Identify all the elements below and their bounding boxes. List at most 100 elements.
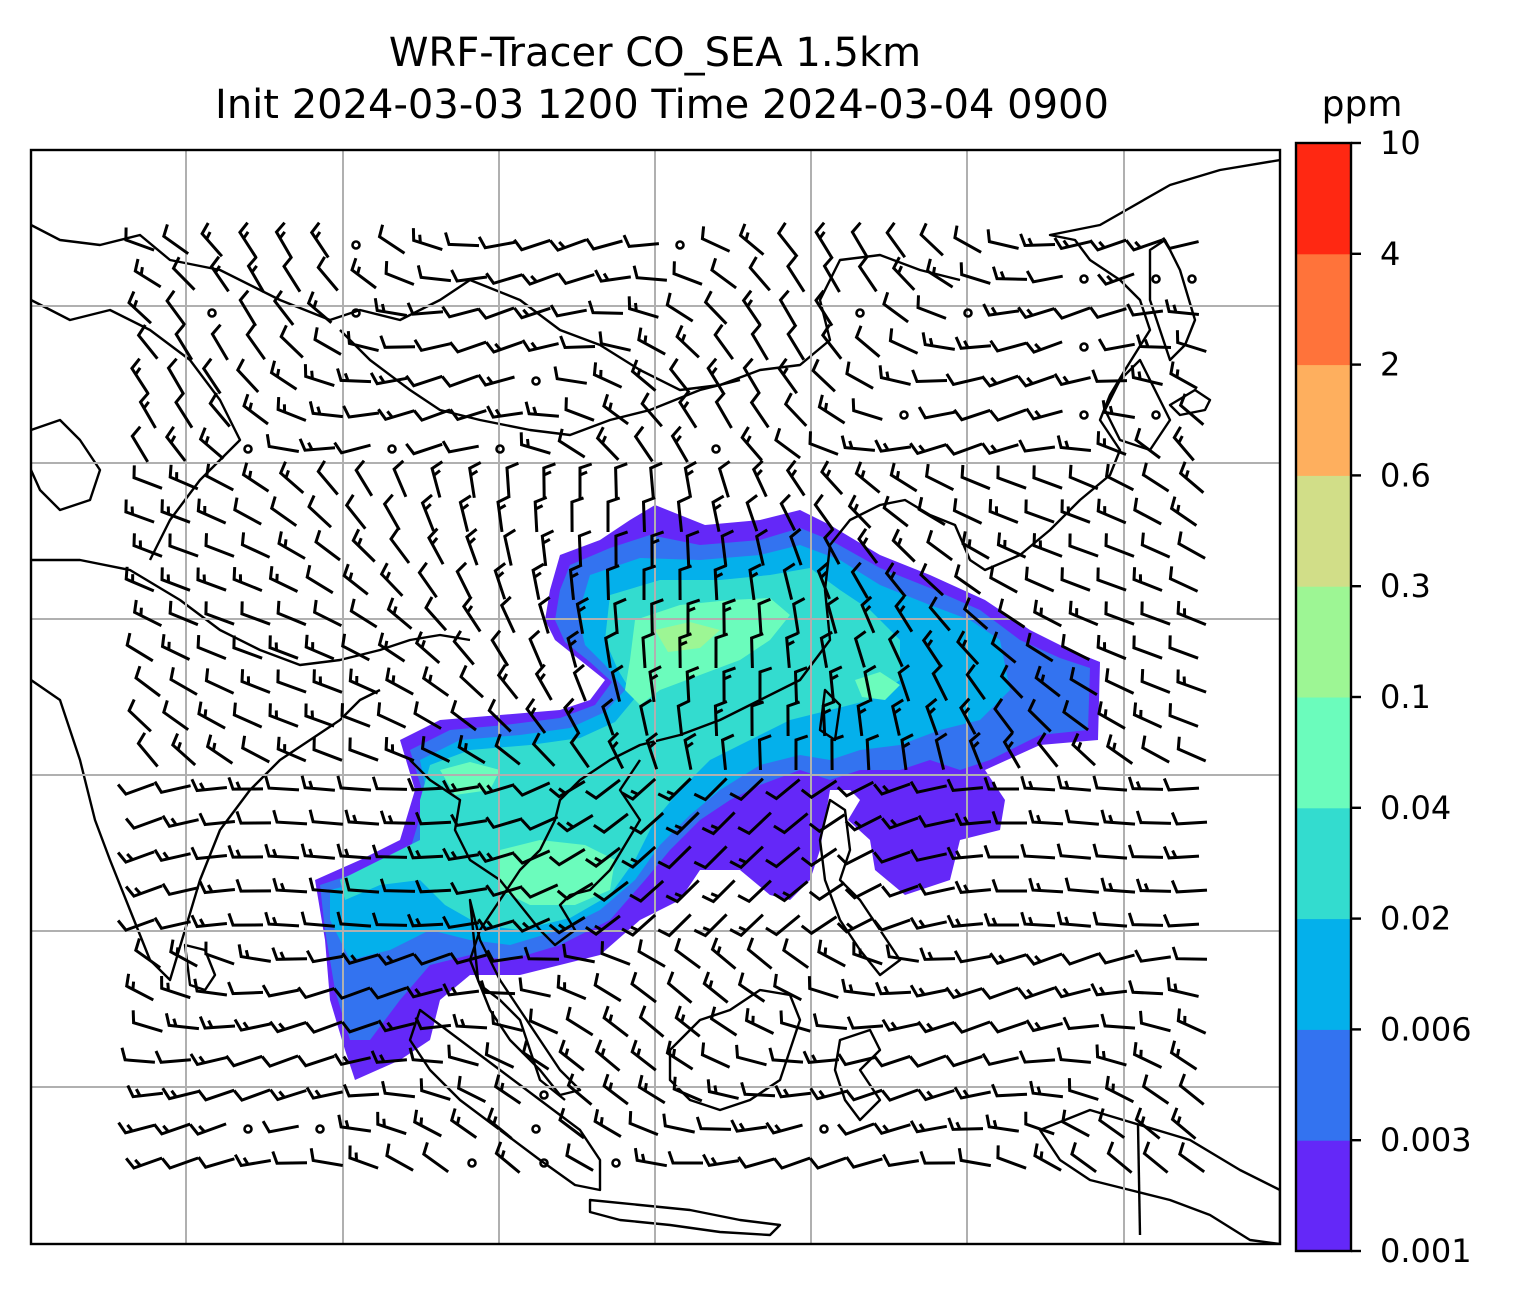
wind-barb bbox=[1097, 951, 1135, 965]
wind-barb bbox=[300, 775, 336, 792]
wind-barb bbox=[1132, 1042, 1163, 1069]
wind-barb bbox=[630, 1039, 657, 1072]
tracer-level-0.02 bbox=[340, 568, 900, 930]
wind-barb bbox=[614, 462, 628, 499]
wind-barb bbox=[413, 339, 451, 352]
wind-barb bbox=[1139, 1010, 1171, 1033]
wind-barb bbox=[413, 952, 451, 966]
wind-barb bbox=[593, 972, 622, 1003]
wind-barb bbox=[1036, 732, 1059, 768]
wind-barb bbox=[606, 496, 621, 532]
wind-barb bbox=[793, 666, 808, 703]
wind-barb bbox=[996, 465, 1027, 490]
wind-barb bbox=[160, 975, 191, 1000]
wind-barb bbox=[197, 1156, 235, 1169]
colorbar-unit-label: ppm bbox=[1322, 84, 1403, 125]
wind-barb bbox=[909, 780, 948, 794]
wind-barb bbox=[1090, 983, 1128, 997]
wind-barb bbox=[605, 564, 620, 601]
wind-barb bbox=[304, 634, 335, 661]
wind-barb bbox=[986, 229, 1019, 250]
wind-barb bbox=[528, 629, 544, 668]
wind-barb bbox=[1033, 599, 1062, 628]
wind-barb bbox=[774, 427, 801, 460]
wind-barb bbox=[857, 527, 879, 564]
wind-barb bbox=[873, 1054, 911, 1068]
wind-barb bbox=[885, 944, 920, 963]
wind-barb bbox=[819, 630, 833, 669]
wind-barb bbox=[959, 697, 977, 735]
wind-barb bbox=[1127, 776, 1164, 791]
wind-barb bbox=[415, 811, 452, 826]
coastline-east-asia bbox=[468, 158, 1280, 1101]
wind-barb bbox=[1095, 1044, 1127, 1067]
wind-barb bbox=[1019, 233, 1056, 248]
wind-barb bbox=[959, 262, 991, 285]
wind-barb bbox=[638, 1005, 665, 1038]
wind-barb bbox=[645, 732, 659, 770]
coastline-korea bbox=[1103, 358, 1172, 452]
wind-barb bbox=[379, 810, 416, 825]
wind-barb bbox=[737, 879, 772, 904]
wind-barbs bbox=[116, 221, 1208, 1174]
wind-barb bbox=[276, 736, 307, 763]
wind-barb bbox=[924, 463, 955, 492]
wind-barb bbox=[305, 564, 334, 595]
coastline-philippines bbox=[818, 798, 902, 977]
wind-barb bbox=[621, 845, 657, 869]
wind-barb bbox=[496, 495, 510, 533]
wind-barb bbox=[1106, 1141, 1133, 1174]
wind-barb bbox=[584, 846, 621, 868]
wind-barb bbox=[954, 880, 992, 894]
wind-barb bbox=[953, 564, 982, 595]
wind-barb bbox=[346, 330, 379, 353]
wind-barb bbox=[1166, 977, 1199, 998]
wind-barb bbox=[333, 441, 371, 455]
wind-barb bbox=[852, 941, 883, 966]
wind-barb bbox=[133, 258, 162, 289]
wind-barb bbox=[957, 1147, 992, 1168]
wind-barb bbox=[889, 462, 918, 493]
wind-barb bbox=[1170, 1107, 1197, 1140]
wind-barb bbox=[991, 810, 1027, 825]
wind-barb bbox=[190, 914, 228, 929]
calm-wind-marker bbox=[675, 240, 685, 250]
wind-barb bbox=[164, 425, 187, 462]
wind-barb bbox=[198, 427, 225, 460]
wind-barb bbox=[840, 435, 876, 452]
wind-barb bbox=[503, 528, 517, 566]
wind-barb bbox=[981, 986, 1019, 1000]
wind-barb bbox=[1125, 238, 1163, 252]
wind-barb bbox=[1027, 698, 1052, 733]
wind-barb bbox=[572, 663, 587, 702]
wind-barb bbox=[921, 332, 956, 351]
wind-barb bbox=[666, 971, 693, 1004]
wind-barb bbox=[750, 700, 765, 737]
wind-barb bbox=[117, 1121, 155, 1135]
wind-barb bbox=[308, 401, 344, 419]
wind-barb bbox=[1089, 306, 1127, 320]
wind-barb bbox=[303, 364, 335, 388]
wind-barb bbox=[456, 1075, 487, 1104]
wind-barb bbox=[814, 289, 834, 327]
wind-barb bbox=[1127, 844, 1164, 859]
wind-barb bbox=[205, 734, 234, 765]
wind-barb bbox=[342, 1083, 380, 1098]
wind-barb bbox=[494, 733, 521, 766]
wind-barb bbox=[269, 1020, 307, 1034]
wind-barb bbox=[272, 289, 295, 326]
wind-barb bbox=[999, 664, 1024, 699]
wind-barb bbox=[457, 734, 486, 765]
wind-barb bbox=[911, 369, 948, 384]
wind-barb bbox=[1069, 666, 1098, 696]
wind-barb bbox=[272, 809, 308, 826]
wind-barb bbox=[894, 595, 914, 633]
wind-barb bbox=[308, 877, 344, 894]
wind-barb bbox=[124, 816, 163, 830]
wind-barb bbox=[891, 698, 904, 736]
wind-barb bbox=[422, 1141, 450, 1174]
wind-barb bbox=[1029, 1080, 1064, 1099]
wind-barb bbox=[304, 703, 335, 728]
wind-barb bbox=[116, 782, 155, 796]
wind-barb bbox=[1127, 912, 1164, 927]
